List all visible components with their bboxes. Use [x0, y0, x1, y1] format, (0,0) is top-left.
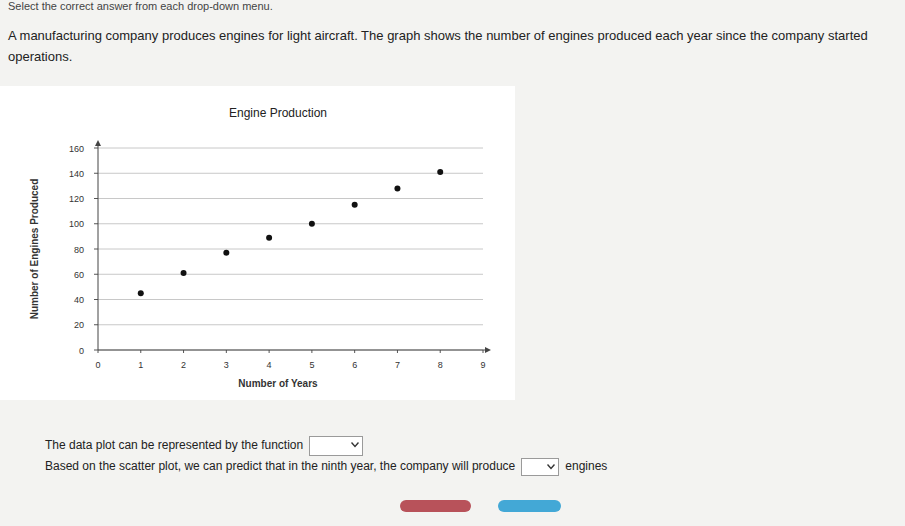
x-tick-label: 9: [480, 360, 485, 370]
x-tick-label: 8: [438, 360, 443, 370]
y-tick: [94, 324, 98, 325]
y-tick-label: 40: [74, 295, 84, 305]
y-tick-label: 0: [79, 346, 84, 356]
y-tick-label: 20: [74, 320, 84, 330]
data-point: [223, 250, 229, 256]
y-axis-label: Number of Engines Produced: [29, 179, 40, 320]
next-button[interactable]: [498, 500, 561, 512]
x-tick-label: 1: [138, 360, 143, 370]
y-tick: [94, 173, 98, 174]
x-tick-label: 0: [95, 360, 100, 370]
grid-line: [98, 274, 483, 275]
dropdown[interactable]: [309, 436, 363, 456]
x-tick-label: 5: [309, 360, 314, 370]
question: A manufacturing company produces engines…: [8, 25, 898, 67]
y-tick: [94, 299, 98, 300]
y-tick-label: 60: [74, 270, 84, 280]
data-point: [394, 185, 400, 191]
y-tick-label: 140: [69, 169, 84, 179]
y-tick-label: 100: [69, 219, 84, 229]
prompt-row: The data plot can be represented by the …: [45, 436, 369, 456]
dropdown-chevron: [548, 465, 555, 469]
prompt-text: The data plot can be represented by the …: [45, 438, 303, 452]
y-tick-label: 120: [69, 194, 84, 204]
instruction: Select the correct answer from each drop…: [8, 0, 273, 12]
prompt-row: Based on the scatter plot, we can predic…: [45, 458, 607, 476]
data-point: [138, 290, 144, 296]
x-tick-label: 4: [267, 360, 272, 370]
y-tick: [94, 350, 98, 351]
chart-title: Engine Production: [229, 106, 327, 120]
x-tick-label: 2: [181, 360, 186, 370]
x-axis: [98, 350, 487, 351]
x-tick-label: 7: [395, 360, 400, 370]
dropdown-arrow: [547, 464, 555, 470]
grid-line: [98, 324, 483, 325]
reset-button[interactable]: [400, 500, 471, 512]
prompt-text: engines: [565, 459, 607, 473]
data-point: [266, 235, 272, 241]
y-tick: [94, 148, 98, 149]
chart-panel: [0, 86, 515, 400]
y-tick-label: 80: [74, 245, 84, 255]
data-point: [181, 270, 187, 276]
y-tick: [94, 249, 98, 250]
data-point: [309, 221, 315, 227]
grid-line: [98, 198, 483, 199]
grid-line: [98, 249, 483, 250]
prompt-text: Based on the scatter plot, we can predic…: [45, 459, 515, 473]
x-axis-label: Number of Years: [238, 378, 318, 389]
y-tick: [94, 223, 98, 224]
grid-line: [98, 148, 483, 149]
grid-line: [98, 223, 483, 224]
dropdown[interactable]: [521, 458, 559, 476]
y-tick-label: 160: [69, 144, 84, 154]
x-tick-label: 6: [352, 360, 357, 370]
dropdown-chevron: [352, 443, 359, 447]
y-tick: [94, 198, 98, 199]
data-point: [352, 202, 358, 208]
y-axis-arrow: [95, 140, 101, 146]
grid-line: [98, 299, 483, 300]
dropdown-arrow: [351, 442, 359, 448]
x-axis-arrow: [485, 347, 491, 353]
x-tick-label: 3: [224, 360, 229, 370]
y-axis: [98, 142, 99, 350]
points: [138, 169, 443, 296]
y-tick: [94, 274, 98, 275]
data-point: [437, 169, 443, 175]
grid-line: [98, 173, 483, 174]
